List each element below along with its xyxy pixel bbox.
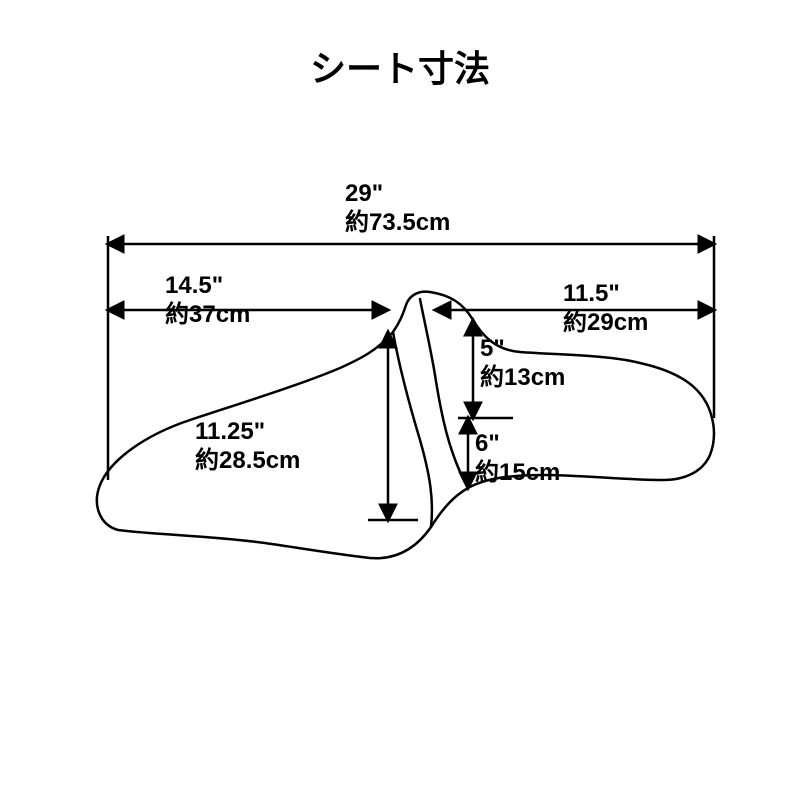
dim-rear-width-cm: 約29cm [563,309,648,336]
dim-front-height: 11.25" 約28.5cm [195,418,300,476]
dim-rear-height-cm: 約13cm [480,364,565,391]
dim-total-width-cm: 約73.5cm [345,209,450,236]
dim-total-width: 29" 約73.5cm [345,180,450,238]
dim-step-height-in: 6" [475,430,500,457]
dim-total-width-in: 29" [345,180,383,207]
dim-front-width: 14.5" 約37cm [165,272,250,330]
dim-front-height-cm: 約28.5cm [195,447,300,474]
dim-rear-width-in: 11.5" [563,280,620,307]
dim-rear-height-in: 5" [480,335,505,362]
dim-step-height-cm: 約15cm [475,459,560,486]
dim-front-width-cm: 約37cm [165,301,250,328]
dim-front-height-in: 11.25" [195,418,265,445]
diagram-svg [0,0,800,800]
dim-step-height: 6" 約15cm [475,430,560,488]
dim-front-width-in: 14.5" [165,272,223,299]
diagram-container: シート寸法 29" 約73.5cm 14.5" 約37cm 11.5" 約29c… [0,0,800,800]
dim-rear-width: 11.5" 約29cm [563,280,648,338]
dim-rear-height: 5" 約13cm [480,335,565,393]
